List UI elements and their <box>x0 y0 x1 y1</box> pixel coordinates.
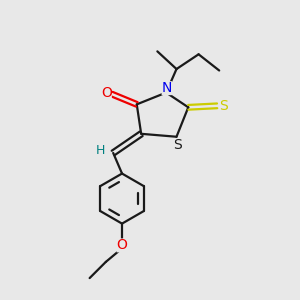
Text: H: H <box>95 144 105 157</box>
Text: O: O <box>117 238 128 252</box>
Text: O: O <box>101 86 112 100</box>
Text: N: N <box>162 81 172 95</box>
Text: S: S <box>219 99 228 113</box>
Text: S: S <box>174 138 182 152</box>
